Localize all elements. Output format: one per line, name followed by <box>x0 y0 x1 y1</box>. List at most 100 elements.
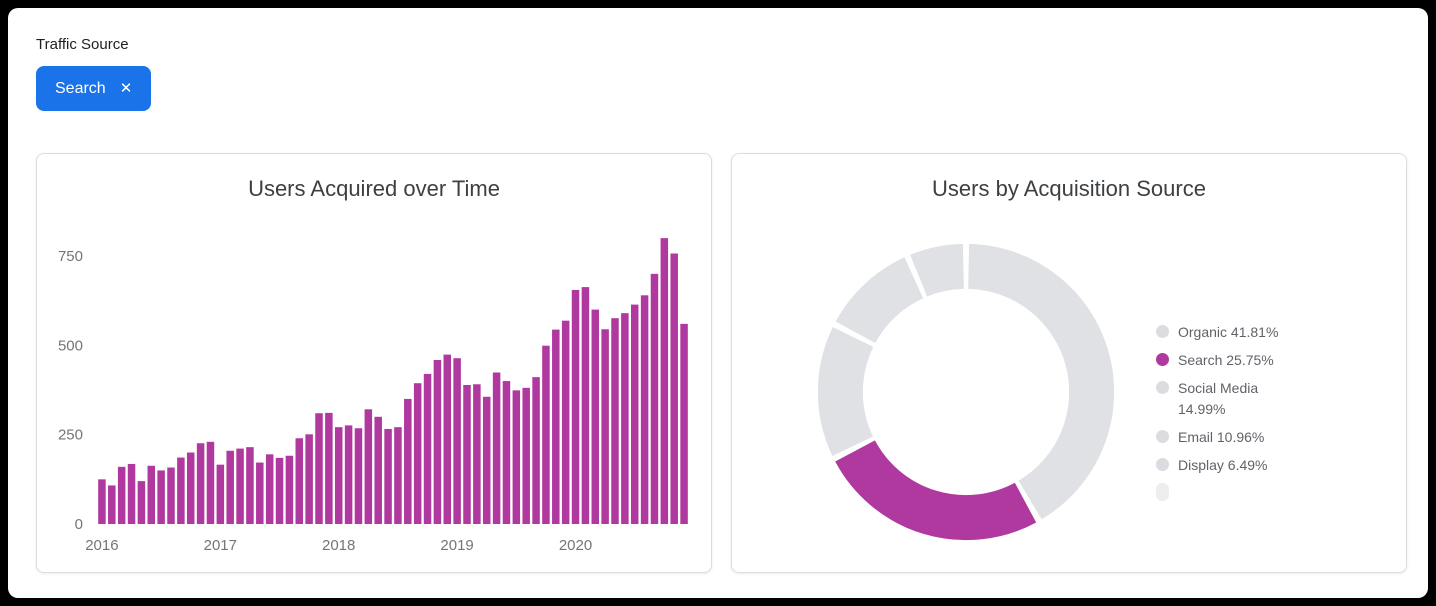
users-over-time-card: Users Acquired over Time 0 250 500 750 2016 2… <box>36 153 712 573</box>
bar[interactable] <box>561 320 570 524</box>
legend-label: Search 25.75% <box>1178 352 1274 368</box>
bar[interactable] <box>384 428 392 524</box>
bar[interactable] <box>502 381 511 524</box>
legend-item: Organic 41.81% <box>1156 322 1316 343</box>
dashboard-panel: Traffic Source Search ✕ Users Acquired o… <box>8 8 1428 598</box>
bar[interactable] <box>463 385 471 524</box>
bar[interactable] <box>443 354 452 524</box>
donut-slice-display[interactable] <box>910 243 965 297</box>
bar[interactable] <box>305 434 313 524</box>
bar[interactable] <box>157 470 165 524</box>
y-axis-tick-label: 750 <box>58 248 83 265</box>
legend-label: Social Media 14.99% <box>1178 380 1259 417</box>
x-axis-tick-label: 2020 <box>559 537 592 554</box>
bar[interactable] <box>680 323 688 524</box>
charts-row: Users Acquired over Time 0 250 500 750 2016 2… <box>36 153 1407 573</box>
bar[interactable] <box>285 455 294 524</box>
donut-slice-social-media[interactable] <box>817 327 874 456</box>
bar[interactable] <box>660 238 669 524</box>
x-axis-tick-label: 2018 <box>322 537 355 554</box>
bar[interactable] <box>522 387 530 524</box>
donut-slice-search[interactable] <box>835 439 1037 541</box>
legend-label: Email 10.96% <box>1178 429 1265 445</box>
bar[interactable] <box>137 481 146 524</box>
legend-bullet-icon <box>1156 381 1169 394</box>
bar[interactable] <box>246 447 254 524</box>
bar[interactable] <box>177 457 185 524</box>
bar[interactable] <box>473 384 481 524</box>
bar[interactable] <box>206 441 215 524</box>
bar[interactable] <box>196 443 205 524</box>
donut-slice-email[interactable] <box>835 257 924 344</box>
bar[interactable] <box>167 467 175 524</box>
bar[interactable] <box>542 345 550 524</box>
bar[interactable] <box>404 398 412 524</box>
bar[interactable] <box>453 358 461 524</box>
bar[interactable] <box>433 359 442 524</box>
bar[interactable] <box>275 457 284 524</box>
chip-label: Search <box>55 79 106 97</box>
bar[interactable] <box>640 295 649 524</box>
bar[interactable] <box>108 485 116 524</box>
chip-close-icon[interactable]: ✕ <box>119 80 133 97</box>
bar[interactable] <box>482 396 491 524</box>
bar[interactable] <box>127 463 136 524</box>
users-by-source-card: Users by Acquisition Source Organic 41.8… <box>731 153 1407 573</box>
bar[interactable] <box>364 409 373 524</box>
filter-label: Traffic Source <box>36 36 129 53</box>
traffic-source-filter-chip[interactable]: Search ✕ <box>36 66 152 111</box>
legend-bullet-icon <box>1156 353 1169 366</box>
bar[interactable] <box>98 479 106 524</box>
x-axis-tick-label: 2019 <box>440 537 473 554</box>
bar[interactable] <box>394 427 402 524</box>
bar[interactable] <box>611 318 619 524</box>
bar[interactable] <box>216 464 225 524</box>
bar[interactable] <box>265 454 274 524</box>
bar[interactable] <box>354 428 363 524</box>
bar[interactable] <box>571 289 580 524</box>
bar-chart-title: Users Acquired over Time <box>248 176 500 201</box>
bar[interactable] <box>532 377 540 524</box>
y-axis-tick-label: 250 <box>58 427 83 444</box>
bar[interactable] <box>226 450 234 524</box>
bar[interactable] <box>552 329 560 524</box>
bar[interactable] <box>117 466 126 524</box>
bar[interactable] <box>315 413 323 524</box>
legend-label: Organic 41.81% <box>1178 324 1279 340</box>
legend-item: Search 25.75% <box>1156 350 1316 371</box>
bar[interactable] <box>186 452 195 524</box>
donut-chart[interactable] <box>816 242 1116 542</box>
bar[interactable] <box>591 309 600 524</box>
bar[interactable] <box>295 438 304 524</box>
bar[interactable] <box>236 448 244 524</box>
donut-slice-organic[interactable] <box>967 243 1115 520</box>
bar[interactable] <box>344 425 353 524</box>
bar[interactable] <box>413 383 422 524</box>
bar[interactable] <box>492 372 501 524</box>
bar[interactable] <box>670 253 678 525</box>
legend-bullet-icon <box>1156 325 1169 338</box>
bar[interactable] <box>374 416 382 524</box>
x-axis-tick-label: 2017 <box>204 537 237 554</box>
bar[interactable] <box>512 390 521 524</box>
legend-overflow-bullet <box>1156 483 1169 501</box>
bar[interactable] <box>334 427 343 524</box>
x-axis-tick-label: 2016 <box>85 537 118 554</box>
legend-item: Email 10.96% <box>1156 427 1316 448</box>
bar[interactable] <box>650 273 659 524</box>
legend-item: Display 6.49% <box>1156 455 1316 476</box>
bar[interactable] <box>423 373 432 524</box>
bar[interactable] <box>256 462 264 524</box>
bar[interactable] <box>630 304 639 524</box>
donut-legend: Organic 41.81% Search 25.75% Social Media … <box>1156 322 1316 501</box>
bar[interactable] <box>147 465 156 524</box>
bar-chart[interactable]: 0 250 500 750 2016 2017 2018 2019 2020 <box>37 214 697 564</box>
legend-item: Social Media 14.99% <box>1156 378 1316 420</box>
bar[interactable] <box>601 329 609 524</box>
bar[interactable] <box>621 313 629 524</box>
legend-bullet-icon <box>1156 430 1169 443</box>
bar[interactable] <box>325 412 333 524</box>
bar[interactable] <box>581 287 590 524</box>
legend-bullet-icon <box>1156 458 1169 471</box>
donut-chart-title: Users by Acquisition Source <box>932 176 1206 201</box>
